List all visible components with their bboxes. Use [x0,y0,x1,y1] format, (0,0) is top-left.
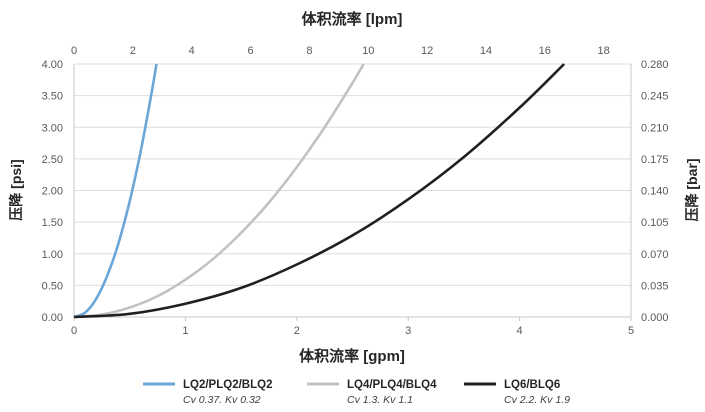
legend-sublabel: Cv 2.2. Kv 1.9 [504,394,570,406]
x2-tick-label: 0 [71,45,77,57]
x2-tick-label: 18 [598,45,610,57]
y2-tick-label: 0.280 [641,59,669,71]
y2-axis-title: 压降 [bar] [684,159,700,222]
legend-label: LQ4/PLQ4/BLQ4 [347,379,437,391]
axes [73,64,632,318]
y-tick-label: 4.00 [42,59,63,71]
x-tick-label: 4 [517,325,523,337]
x2-tick-label: 6 [247,45,253,57]
series-lines [73,63,566,319]
x-tick-label: 0 [71,325,77,337]
y-axis-title: 压降 [psi] [8,159,24,220]
y2-tick-label: 0.035 [641,280,669,292]
x-tick-label: 2 [294,325,300,337]
gridlines [73,63,632,321]
legend: LQ2/PLQ2/BLQ2 Cv 0.37. Kv 0.32 LQ4/PLQ4/… [143,379,570,406]
tick-labels: 0.00 0.50 1.00 1.50 2.00 2.50 3.00 3.50 4.00 0.00… [42,45,669,337]
x-axis-title: 体积流率 [gpm] [299,347,405,365]
x-tick-label: 3 [405,325,411,337]
x2-tick-label: 8 [306,45,312,57]
x-tick-label: 5 [628,325,634,337]
y-tick-label: 3.50 [42,91,63,103]
series-line-1 [73,63,158,319]
x2-tick-label: 4 [189,45,195,57]
y-tick-label: 0.00 [42,312,63,324]
series-line-3 [73,63,566,319]
series-line-2 [73,63,365,319]
x-tick-label: 1 [182,325,188,337]
y-tick-label: 1.50 [42,217,63,229]
y2-tick-label: 0.070 [641,249,669,261]
y-tick-label: 1.00 [42,249,63,261]
legend-sublabel: Cv 0.37. Kv 0.32 [183,394,261,406]
y2-tick-label: 0.245 [641,91,669,103]
y2-tick-label: 0.140 [641,186,669,198]
y2-tick-label: 0.105 [641,217,669,229]
x2-tick-label: 10 [362,45,374,57]
legend-label: LQ2/PLQ2/BLQ2 [183,379,272,391]
legend-sublabel: Cv 1.3. Kv 1.1 [347,394,413,406]
x2-axis-title: 体积流率 [lpm] [302,10,403,28]
x2-tick-label: 12 [421,45,433,57]
x2-tick-label: 2 [130,45,136,57]
x2-tick-label: 16 [539,45,551,57]
y-tick-label: 2.00 [42,186,63,198]
y2-tick-label: 0.175 [641,154,669,166]
y-tick-label: 3.00 [42,122,63,134]
x2-tick-label: 14 [480,45,492,57]
y-tick-label: 0.50 [42,280,63,292]
legend-item: LQ4/PLQ4/BLQ4 Cv 1.3. Kv 1.1 [307,379,437,406]
legend-label: LQ6/BLQ6 [504,379,560,391]
y2-tick-label: 0.210 [641,122,669,134]
y2-tick-label: 0.000 [641,312,669,324]
legend-item: LQ6/BLQ6 Cv 2.2. Kv 1.9 [464,379,570,406]
y-tick-label: 2.50 [42,154,63,166]
legend-item: LQ2/PLQ2/BLQ2 Cv 0.37. Kv 0.32 [143,379,272,406]
